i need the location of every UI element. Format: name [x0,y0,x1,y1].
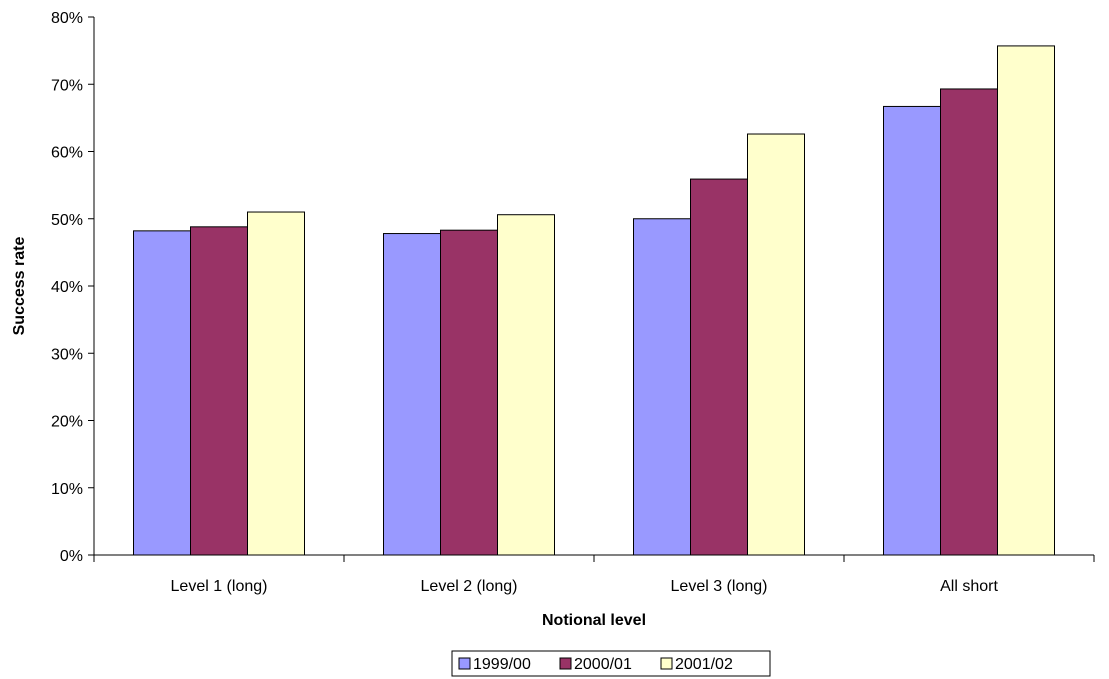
legend: 1999/00 2000/01 2001/02 [451,650,771,677]
legend-swatch-2000-01 [559,657,572,670]
x-tick-label: Level 2 (long) [421,578,518,595]
y-tick-label: 60% [51,145,83,162]
x-tick-label: Level 1 (long) [171,578,268,595]
bar-2000-01-4 [940,88,998,556]
x-ticks: Level 1 (long) Level 2 (long) Level 3 (lon… [93,555,1095,595]
x-axis-title: Notional level [542,612,646,629]
legend-label-2001-02: 2001/02 [675,656,733,673]
bar-2001-02-2 [497,214,555,556]
legend-swatch-1999-00 [458,657,471,670]
bar-2001-02-3 [747,133,805,556]
bar-1999-00-3 [633,218,691,556]
bar-2000-01-3 [690,178,748,556]
y-tick-label: 0% [60,548,83,565]
y-axis-title: Success rate [11,237,28,336]
legend-swatch-2001-02 [660,657,673,670]
x-tick-label: Level 3 (long) [671,578,768,595]
y-tick-label: 70% [51,77,83,94]
legend-box [451,650,771,677]
bar-2001-02-1 [247,211,305,556]
y-tick-label: 40% [51,279,83,296]
bar-1999-00-4 [883,105,941,556]
legend-label-1999-00: 1999/00 [473,656,531,673]
bar-1999-00-2 [383,233,441,556]
y-tick-label: 10% [51,481,83,498]
x-tick-label: All short [940,578,998,595]
bar-2000-01-2 [440,229,498,556]
bars-layer [133,45,1055,556]
bar-2000-01-1 [190,226,248,556]
bar-2001-02-4 [997,45,1055,556]
y-tick-label: 50% [51,212,83,229]
y-tick-label: 20% [51,414,83,431]
bar-1999-00-1 [133,230,191,556]
y-tick-label: 30% [51,346,83,363]
legend-label-2000-01: 2000/01 [574,656,632,673]
y-tick-label: 80% [51,10,83,27]
y-ticks: 0% 10% 20% 30% 40% 50% 60% 70% 80% [51,10,94,565]
